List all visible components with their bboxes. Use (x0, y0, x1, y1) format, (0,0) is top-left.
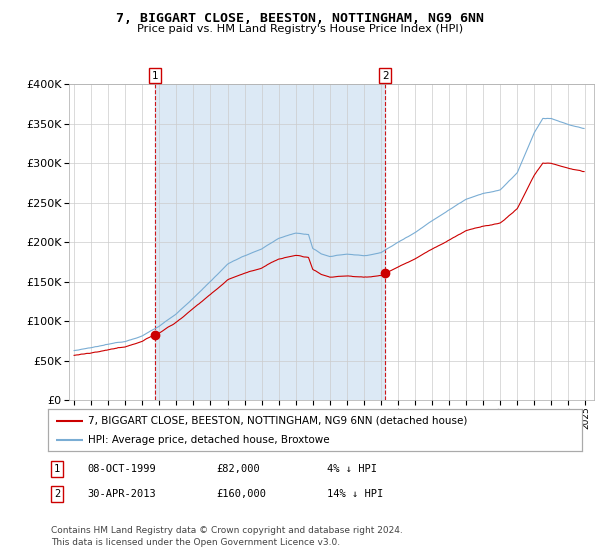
Text: 30-APR-2013: 30-APR-2013 (87, 489, 156, 499)
Text: 08-OCT-1999: 08-OCT-1999 (87, 464, 156, 474)
Text: 1: 1 (54, 464, 60, 474)
Text: 2: 2 (54, 489, 60, 499)
Text: 4% ↓ HPI: 4% ↓ HPI (327, 464, 377, 474)
Text: £82,000: £82,000 (216, 464, 260, 474)
Text: 7, BIGGART CLOSE, BEESTON, NOTTINGHAM, NG9 6NN: 7, BIGGART CLOSE, BEESTON, NOTTINGHAM, N… (116, 12, 484, 25)
Text: This data is licensed under the Open Government Licence v3.0.: This data is licensed under the Open Gov… (51, 538, 340, 547)
Text: £160,000: £160,000 (216, 489, 266, 499)
Text: 14% ↓ HPI: 14% ↓ HPI (327, 489, 383, 499)
Text: 1: 1 (152, 71, 158, 81)
Text: 7, BIGGART CLOSE, BEESTON, NOTTINGHAM, NG9 6NN (detached house): 7, BIGGART CLOSE, BEESTON, NOTTINGHAM, N… (88, 416, 467, 426)
Text: Contains HM Land Registry data © Crown copyright and database right 2024.: Contains HM Land Registry data © Crown c… (51, 526, 403, 535)
Text: HPI: Average price, detached house, Broxtowe: HPI: Average price, detached house, Brox… (88, 435, 329, 445)
Bar (155, 84, 385, 400)
Text: 2: 2 (382, 71, 389, 81)
Text: Price paid vs. HM Land Registry's House Price Index (HPI): Price paid vs. HM Land Registry's House … (137, 24, 463, 34)
